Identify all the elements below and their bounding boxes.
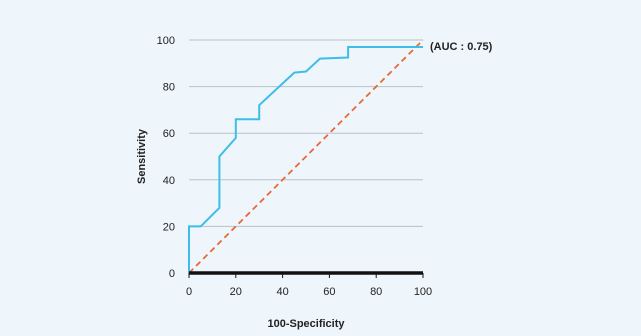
y-tick-label-20: 20 — [163, 221, 175, 233]
x-tick-label-100: 100 — [414, 286, 432, 298]
annotations: (AUC : 0.75) — [430, 41, 493, 53]
roc-curve-line — [188, 46, 423, 273]
auc-annotation: (AUC : 0.75) — [430, 41, 493, 53]
axes — [188, 271, 424, 278]
y-tick-label-40: 40 — [163, 175, 175, 187]
x-tick-label-80: 80 — [370, 286, 382, 298]
x-tick-label-20: 20 — [230, 286, 242, 298]
x-axis-title: 100-Specificity — [267, 318, 345, 330]
y-tick-label-0: 0 — [169, 268, 175, 280]
tick-labels: 0 20 40 60 80 100 0 20 40 60 80 100 — [157, 35, 433, 298]
reference-diagonal-line — [188, 39, 424, 274]
gridlines — [189, 39, 423, 227]
y-tick-label-60: 60 — [163, 128, 175, 140]
x-tick-label-0: 0 — [186, 286, 192, 298]
series-layer — [188, 39, 424, 274]
y-tick-label-80: 80 — [163, 82, 175, 94]
x-tick-label-40: 40 — [276, 286, 288, 298]
y-tick-label-100: 100 — [157, 35, 175, 47]
x-tick-label-60: 60 — [323, 286, 335, 298]
y-axis-title: Sensitivity — [136, 128, 148, 184]
